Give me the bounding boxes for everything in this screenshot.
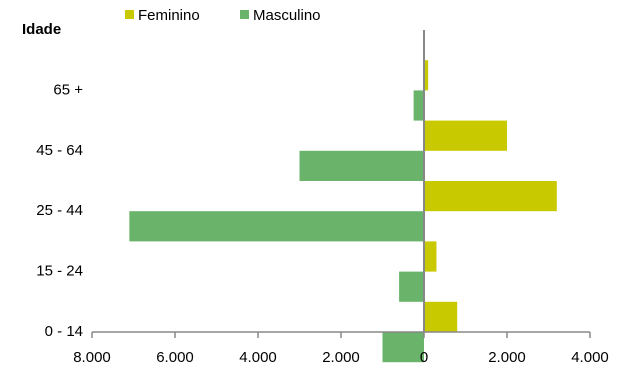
y-tick-label: 15 - 24 — [36, 263, 83, 280]
y-tick-label: 0 - 14 — [45, 323, 83, 340]
y-tick-label: 25 - 44 — [36, 202, 83, 219]
x-tick-label: 2.000 — [322, 349, 360, 366]
bar — [413, 90, 424, 121]
bar — [399, 271, 424, 302]
bar — [424, 120, 507, 151]
x-tick-label: 2.000 — [488, 349, 526, 366]
bar — [299, 150, 424, 181]
legend-swatch — [240, 10, 249, 19]
y-axis-label: Idade — [22, 21, 61, 38]
legend-swatch — [125, 10, 134, 19]
x-tick-label: 6.000 — [156, 349, 194, 366]
x-tick-label: 8.000 — [73, 349, 111, 366]
legend-label: Masculino — [253, 7, 321, 24]
bar — [424, 60, 429, 91]
bar — [424, 241, 437, 272]
x-tick-label: 0 — [420, 349, 428, 366]
bar — [382, 332, 424, 363]
legend-label: Feminino — [138, 7, 200, 24]
y-tick-label: 45 - 64 — [36, 142, 83, 159]
bar — [129, 211, 424, 242]
x-tick-label: 4.000 — [571, 349, 609, 366]
bar — [424, 301, 458, 332]
bar — [424, 181, 557, 212]
x-tick-label: 4.000 — [239, 349, 277, 366]
y-tick-label: 65 + — [53, 81, 83, 98]
